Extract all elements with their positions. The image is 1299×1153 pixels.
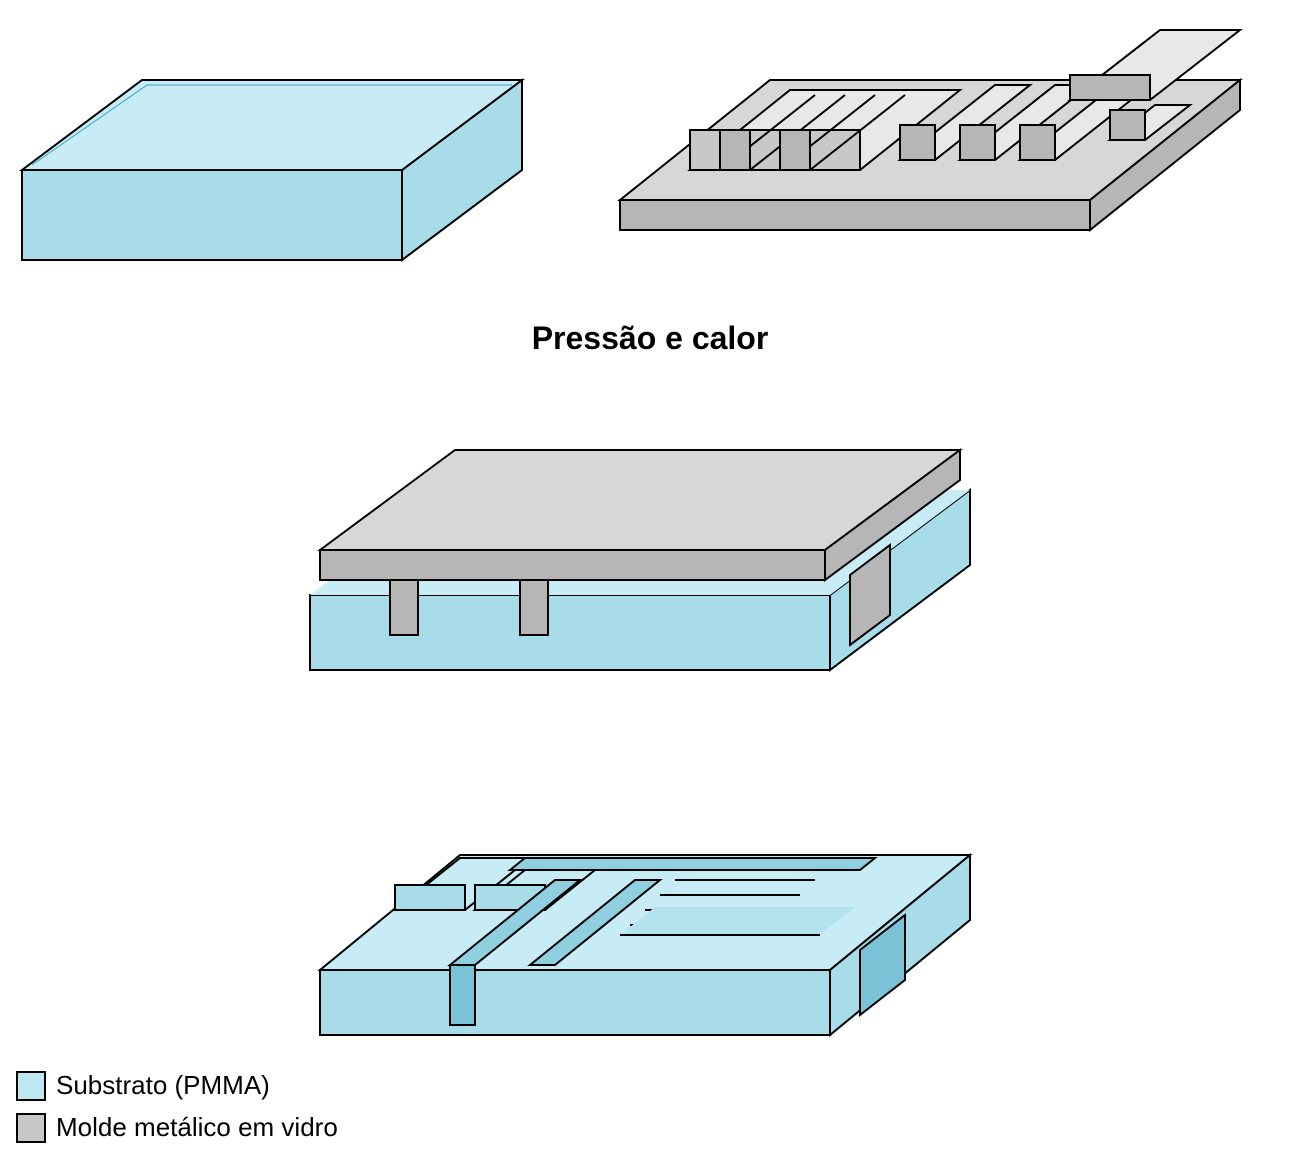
legend-label-mold: Molde metálico em vidro (56, 1112, 338, 1143)
press-block (290, 400, 990, 690)
diagram-canvas: Pressão e calor (0, 0, 1299, 1153)
mold-block (600, 0, 1260, 280)
process-step-title: Pressão e calor (450, 320, 850, 357)
legend-swatch-substrate (16, 1071, 46, 1101)
legend-item-mold: Molde metálico em vidro (16, 1112, 338, 1143)
legend-label-substrate: Substrato (PMMA) (56, 1070, 270, 1101)
legend-item-substrate: Substrato (PMMA) (16, 1070, 270, 1101)
legend-swatch-mold (16, 1113, 46, 1143)
substrate-block (12, 10, 532, 270)
result-block (300, 760, 1000, 1060)
